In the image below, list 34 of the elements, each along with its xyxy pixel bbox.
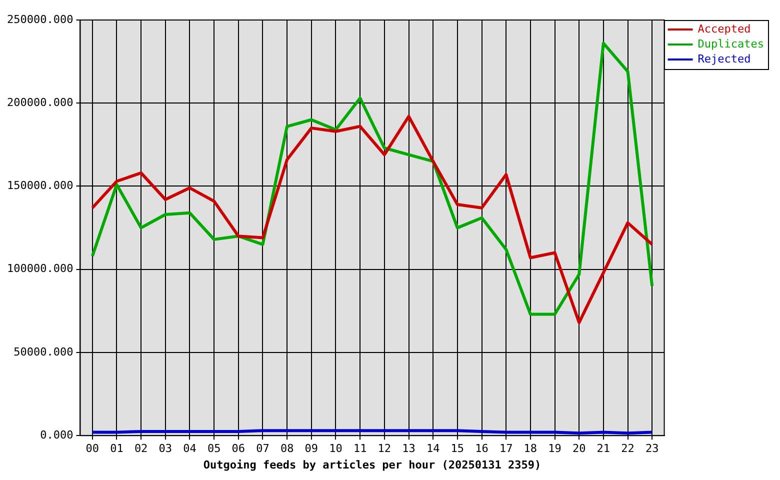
x-tick-label: 13 [402,442,416,456]
legend-label: Duplicates [698,37,764,50]
x-tick-label: 17 [499,442,513,456]
x-tick-label: 05 [207,442,221,456]
x-tick-label: 11 [353,442,367,456]
x-axis-title: Outgoing feeds by articles per hour (20250131 2359) [203,458,542,472]
x-tick-label: 02 [134,442,148,456]
x-tick-label: 00 [86,442,100,456]
x-tick-label: 18 [524,442,538,456]
x-tick-label: 12 [378,442,392,456]
x-tick-label: 10 [329,442,342,456]
x-tick-label: 03 [158,442,172,456]
x-tick-label: 06 [232,442,246,456]
y-tick-label: 50000.000 [14,345,74,358]
x-tick-label: 23 [645,442,659,456]
y-tick-label: 100000.000 [6,262,74,276]
x-tick-label: 22 [621,442,634,456]
y-tick-label: 250000.000 [6,12,74,26]
x-tick-label: 16 [475,442,488,456]
x-tick-label: 14 [426,442,440,456]
x-tick-label: 08 [280,442,294,456]
x-tick-label: 15 [450,442,464,456]
y-tick-label: 0.000 [40,428,74,442]
x-tick-label: 01 [110,442,124,456]
x-tick-label: 07 [256,442,270,456]
y-tick-label: 150000.000 [6,179,74,192]
x-tick-label: 19 [548,442,562,456]
x-tick-label: 04 [183,442,197,456]
y-tick-label: 200000.000 [6,96,74,109]
legend-label: Accepted [698,22,751,36]
legend-label: Rejected [698,52,751,66]
x-tick-label: 21 [596,442,610,456]
x-tick-label: 20 [572,442,586,456]
x-tick-label: 09 [304,442,318,456]
